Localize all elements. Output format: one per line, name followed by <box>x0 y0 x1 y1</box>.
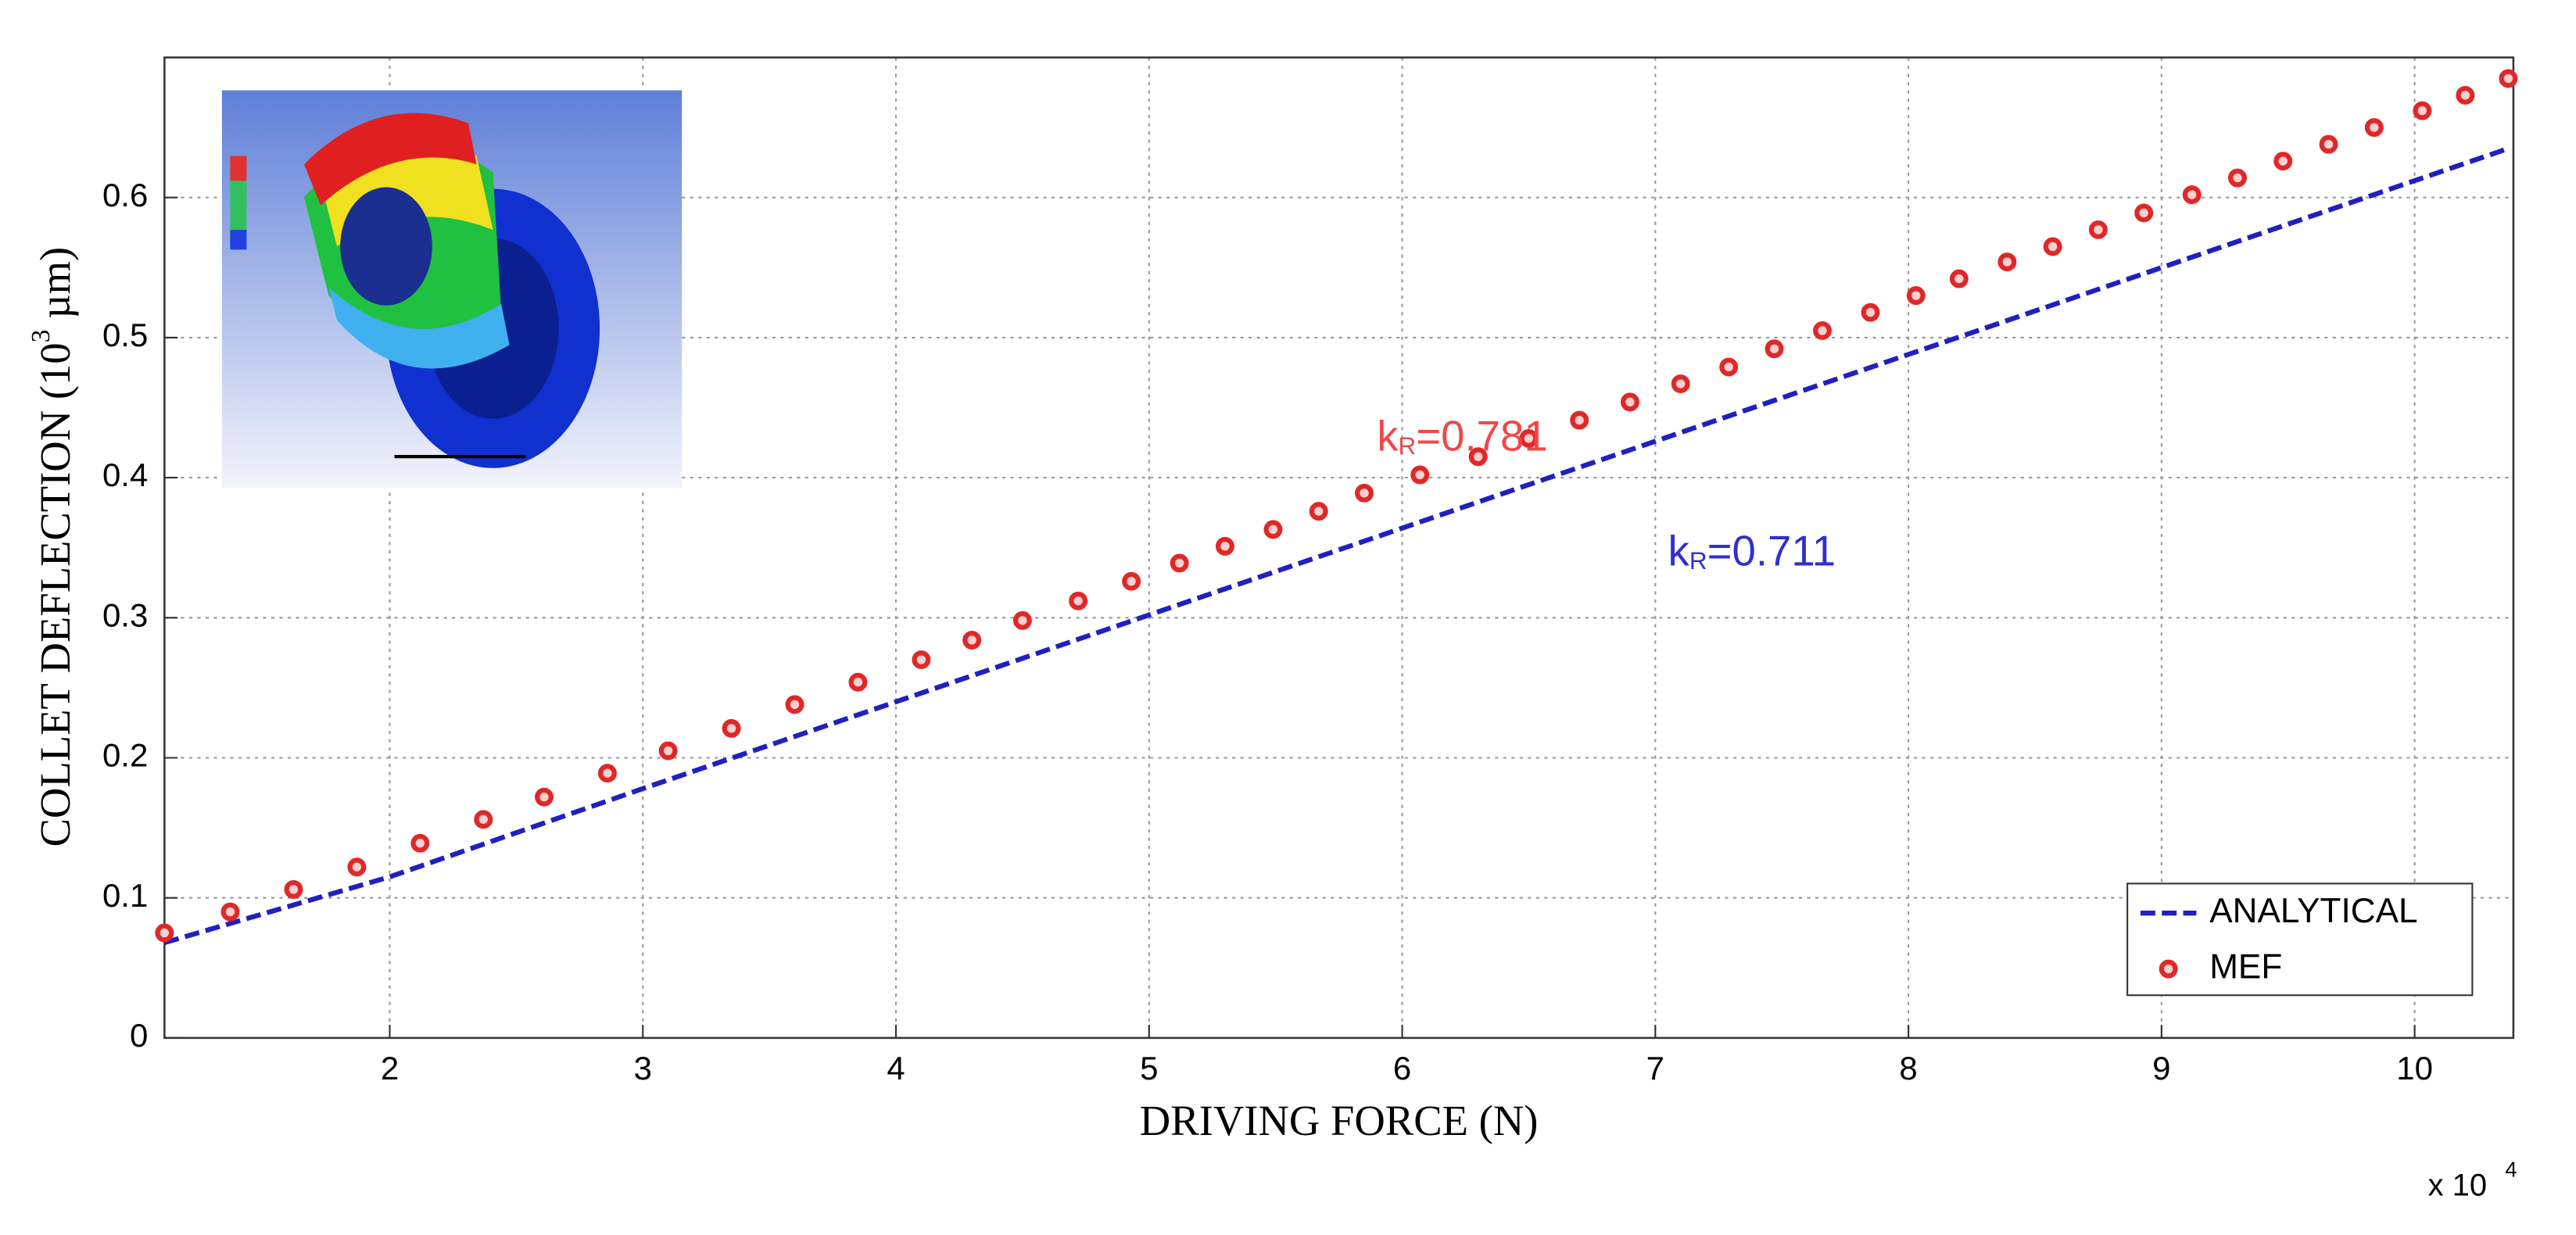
x-tick-label: 8 <box>1899 1050 1917 1086</box>
data-point <box>1519 428 1539 448</box>
data-point <box>1012 610 1032 630</box>
data-point <box>597 764 617 783</box>
annotation-subscript: R <box>1399 432 1417 460</box>
data-point <box>220 902 240 922</box>
data-point <box>962 630 982 650</box>
data-point <box>722 718 741 738</box>
annotation-k: k <box>1377 413 1399 460</box>
data-point <box>410 833 430 853</box>
legend-marker <box>2159 959 2178 979</box>
data-point <box>2499 69 2518 88</box>
data-point <box>1263 520 1283 539</box>
fea-inset-image <box>221 90 683 489</box>
data-point <box>1570 410 1589 430</box>
data-point <box>785 695 804 714</box>
data-point <box>1765 339 1784 359</box>
x-tick-label: 3 <box>634 1050 652 1086</box>
y-tick-label: 0.1 <box>102 877 148 914</box>
data-point <box>2043 237 2062 256</box>
data-point <box>1410 465 1430 485</box>
x-tick-label: 7 <box>1646 1050 1664 1086</box>
data-point <box>1620 392 1639 412</box>
annotation: kR=0.781 <box>1377 413 1548 460</box>
data-point <box>1949 269 1969 288</box>
data-point <box>1468 447 1488 467</box>
y-tick-label: 0.3 <box>102 596 148 633</box>
data-point <box>2364 118 2384 138</box>
tick-labels: 2 3 4 5 6 7 8 9 10 0 0.1 0.2 0.3 0.4 0.5 0.6 <box>102 177 2433 1086</box>
y-axis-label-group: COLLET DEFLECTION (103 µm) <box>27 247 79 847</box>
y-tick-label: 0.2 <box>102 737 148 774</box>
data-point <box>2088 220 2108 239</box>
data-point <box>1719 357 1739 377</box>
data-point <box>848 672 868 692</box>
data-point <box>1906 286 1926 306</box>
data-point <box>284 879 303 899</box>
y-tick-label: 0.6 <box>102 177 148 213</box>
data-point <box>2413 101 2432 120</box>
legend-box <box>2126 882 2474 997</box>
y-axis-label-text: COLLET DEFLECTION (10 <box>30 342 78 847</box>
data-point <box>2273 152 2293 171</box>
plot-frame <box>163 56 2515 1040</box>
data-point <box>658 741 678 761</box>
data-point <box>1309 502 1328 521</box>
x-tick-label: 5 <box>1140 1050 1158 1086</box>
y-tick-label: 0.4 <box>102 456 148 493</box>
legend-label: MEF <box>2209 947 2282 986</box>
annotation-value: =0.711 <box>1707 528 1836 575</box>
annotation-subscript: R <box>1689 546 1707 575</box>
data-point <box>1813 320 1832 340</box>
data-point <box>2319 134 2338 154</box>
annotation-k: k <box>1668 528 1690 575</box>
data-point <box>347 857 367 877</box>
data-point <box>2182 185 2202 205</box>
y-tick-label: 0.5 <box>102 317 148 353</box>
legend-label: ANALYTICAL <box>2209 892 2417 930</box>
data-point <box>912 650 931 670</box>
data-point <box>2456 85 2475 105</box>
data-line <box>163 146 2510 946</box>
x-axis-label: DRIVING FORCE (N) <box>1140 1097 1539 1144</box>
data-point <box>1861 302 1880 322</box>
y-axis-label: COLLET DEFLECTION (103 µm) <box>27 247 79 847</box>
data-point <box>155 923 174 943</box>
series <box>155 69 2518 946</box>
x-multiplier: x 10 <box>2428 1169 2487 1203</box>
y-axis-label-unit: µm) <box>30 247 78 330</box>
data-point <box>1215 536 1234 556</box>
y-axis-label-exponent: 3 <box>27 330 56 343</box>
data-point <box>1122 571 1141 591</box>
annotation: kR=0.711 <box>1668 528 1836 575</box>
x-multiplier-exponent: 4 <box>2505 1157 2517 1181</box>
x-tick-label: 10 <box>2396 1050 2433 1086</box>
data-point <box>1997 252 2017 272</box>
annotation-value: =0.781 <box>1416 413 1548 460</box>
data-point <box>535 787 554 807</box>
data-point <box>474 810 493 829</box>
x-tick-label: 2 <box>381 1050 399 1086</box>
data-point <box>1170 553 1189 573</box>
y-tick-label: 0 <box>130 1017 148 1054</box>
legend: ANALYTICAL MEF <box>2126 882 2474 997</box>
x-tick-label: 4 <box>887 1050 905 1086</box>
x-tick-label: 6 <box>1393 1050 1411 1086</box>
data-point <box>1355 483 1374 503</box>
data-point <box>2228 168 2247 188</box>
data-point <box>1671 374 1690 394</box>
data-point <box>2134 203 2154 223</box>
data-point <box>1069 591 1088 610</box>
x-tick-label: 9 <box>2152 1050 2170 1086</box>
